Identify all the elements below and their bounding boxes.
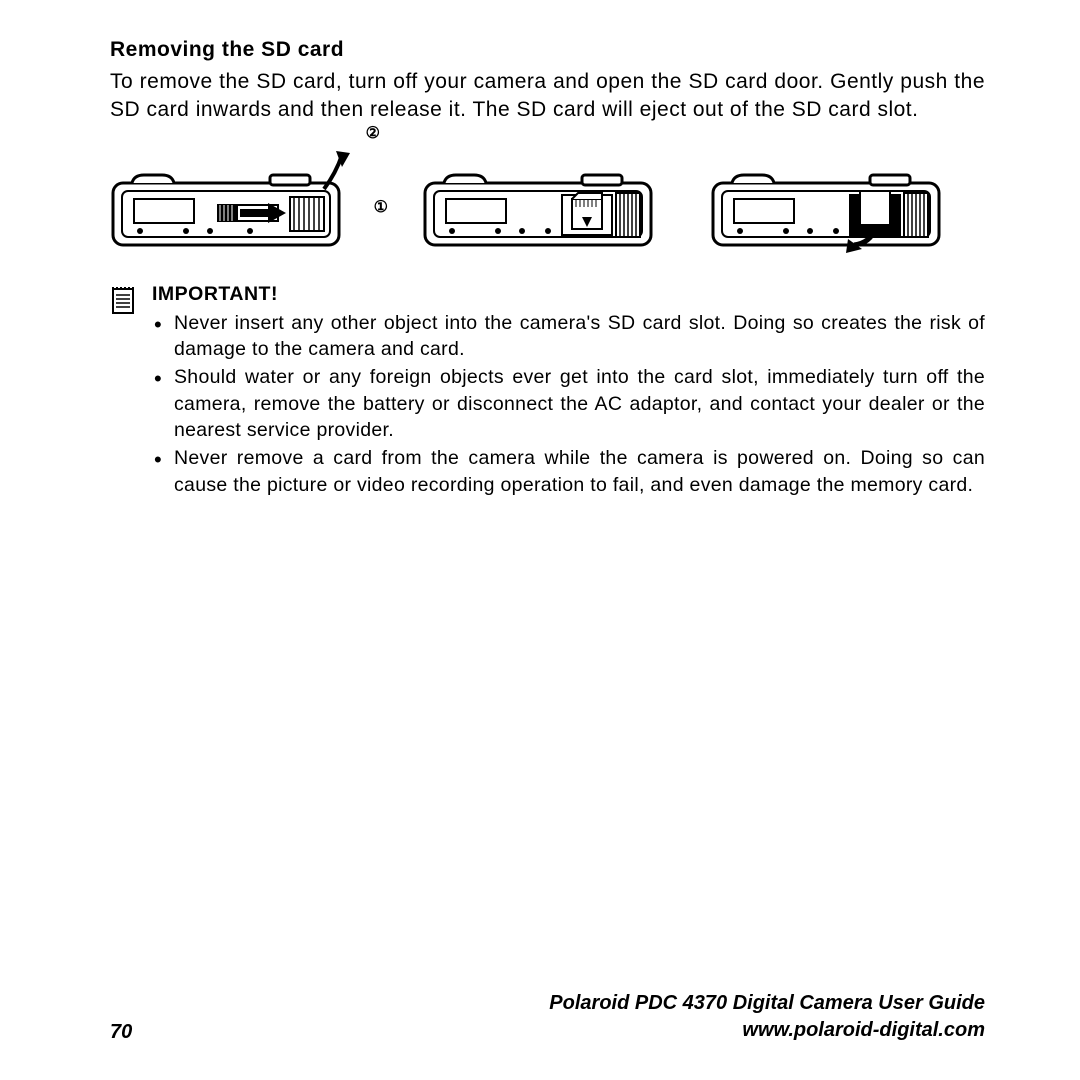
important-block: IMPORTANT! Never insert any other object… [110, 283, 985, 500]
camera-diagram-1: ① ② [110, 133, 366, 253]
camera-diagram-3 [710, 133, 942, 253]
camera-diagram-2 [422, 133, 654, 253]
footer-url: www.polaroid-digital.com [549, 1017, 985, 1044]
important-item: Should water or any foreign objects ever… [152, 364, 985, 443]
section-heading: Removing the SD card [110, 38, 985, 62]
annotation-step-1: ① [374, 197, 388, 217]
page-footer: 70 Polaroid PDC 4370 Digital Camera User… [110, 990, 985, 1044]
diagram-row: ① ② [110, 133, 985, 253]
footer-guide-title: Polaroid PDC 4370 Digital Camera User Gu… [549, 990, 985, 1017]
annotation-step-2: ② [366, 123, 380, 143]
important-item: Never remove a card from the camera whil… [152, 445, 985, 498]
important-item: Never insert any other object into the c… [152, 310, 985, 363]
notepad-icon [110, 285, 136, 315]
page-number: 70 [110, 1021, 132, 1044]
section-body: To remove the SD card, turn off your cam… [110, 68, 985, 125]
important-list: Never insert any other object into the c… [152, 310, 985, 498]
important-title: IMPORTANT! [152, 283, 985, 306]
